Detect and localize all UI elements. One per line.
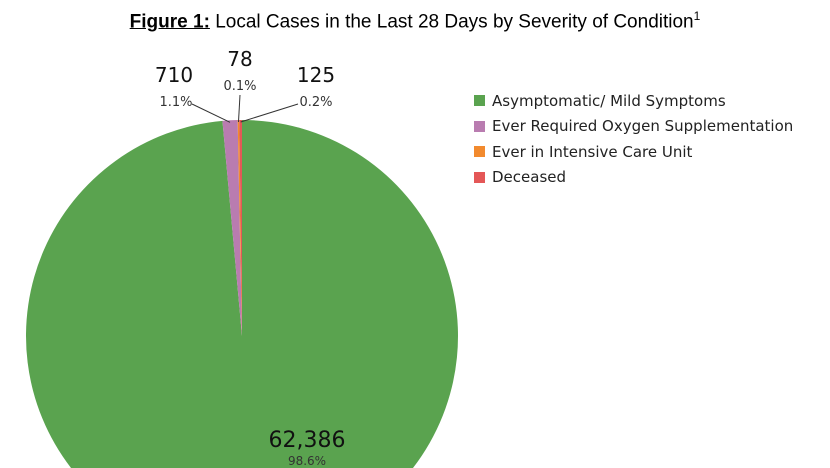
- data-label-percent: 0.1%: [223, 79, 256, 94]
- data-label-value: 125: [297, 63, 335, 87]
- data-label-value: 78: [227, 47, 252, 71]
- pie-slice: [237, 120, 242, 336]
- legend-item: Asymptomatic/ Mild Symptoms: [474, 88, 793, 114]
- data-label-percent: 1.1%: [159, 95, 192, 110]
- legend-swatch: [474, 171, 485, 183]
- legend-swatch: [474, 95, 485, 107]
- data-label-value: 62,386: [269, 428, 346, 453]
- data-label-percent: 0.2%: [299, 95, 332, 110]
- pie-slice: [26, 120, 459, 468]
- data-label-percent: 98.6%: [288, 454, 326, 468]
- legend: Asymptomatic/ Mild Symptoms Ever Require…: [474, 88, 793, 190]
- legend-item: Ever in Intensive Care Unit: [474, 139, 793, 165]
- footnote-marker: 1: [693, 9, 701, 23]
- figure-label: Figure 1:: [129, 11, 210, 33]
- leader-line: [240, 103, 299, 123]
- title-text: Local Cases in the Last 28 Days by Sever…: [215, 11, 694, 33]
- pie-slice: [239, 120, 242, 336]
- legend-label: Deceased: [492, 168, 567, 187]
- leader-line: [237, 94, 241, 123]
- legend-item: Ever Required Oxygen Supplementation: [474, 114, 793, 140]
- pie-slice: [222, 120, 242, 336]
- legend-label: Ever in Intensive Care Unit: [492, 142, 693, 161]
- legend-swatch: [474, 146, 485, 158]
- legend-swatch: [474, 120, 485, 132]
- legend-label: Ever Required Oxygen Supplementation: [492, 117, 794, 136]
- chart-title: Figure 1: Local Cases in the Last 28 Day…: [0, 9, 830, 33]
- legend-item: Deceased: [474, 165, 793, 191]
- leader-line: [191, 103, 231, 123]
- legend-label: Asymptomatic/ Mild Symptoms: [492, 91, 726, 110]
- data-label-value: 710: [155, 63, 193, 87]
